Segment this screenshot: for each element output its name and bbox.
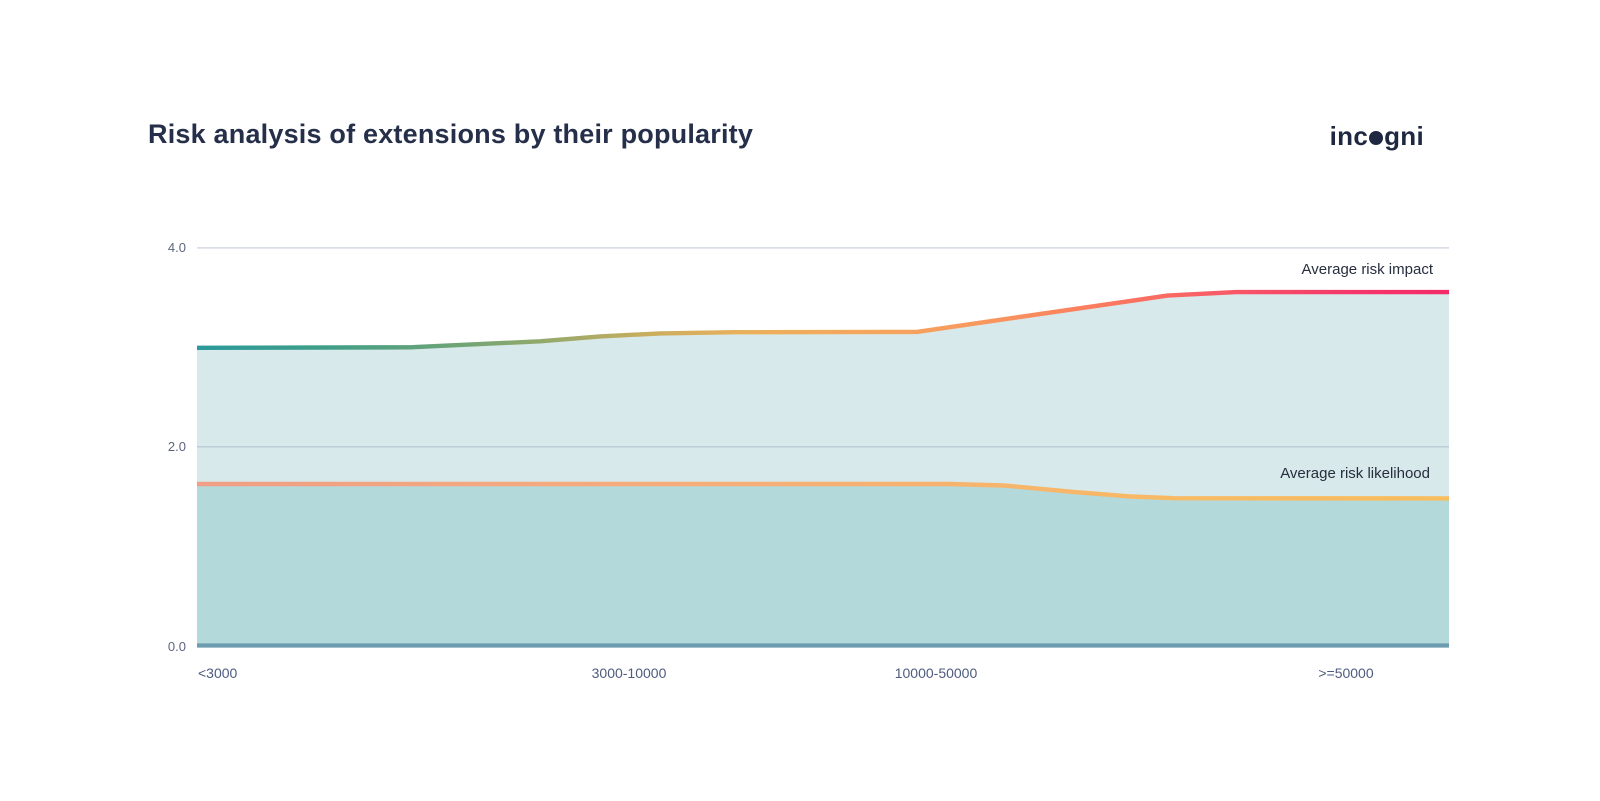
logo-text-suffix: gni bbox=[1384, 121, 1424, 151]
x-label-gte50000: >=50000 bbox=[1318, 665, 1374, 681]
y-tick-4: 4.0 bbox=[167, 240, 186, 255]
legend-average-risk-likelihood: Average risk likelihood bbox=[1280, 465, 1430, 482]
y-tick-0: 0.0 bbox=[167, 639, 186, 654]
y-tick-2: 2.0 bbox=[167, 439, 186, 454]
impact-line bbox=[196, 289, 1449, 350]
logo-text-prefix: inc bbox=[1329, 121, 1369, 151]
legend-average-risk-impact: Average risk impact bbox=[1301, 261, 1433, 278]
x-label-3000-10000: 3000-10000 bbox=[591, 665, 667, 681]
page-title: Risk analysis of extensions by their pop… bbox=[148, 119, 754, 149]
likelihood-area bbox=[197, 484, 1449, 646]
x-label-lt3000: <3000 bbox=[198, 665, 238, 681]
x-label-10000-50000: 10000-50000 bbox=[894, 665, 978, 681]
likelihood-line bbox=[197, 481, 1450, 501]
logo-o-dot-icon bbox=[1369, 131, 1384, 145]
incogni-logo: inc gni bbox=[1330, 121, 1424, 152]
